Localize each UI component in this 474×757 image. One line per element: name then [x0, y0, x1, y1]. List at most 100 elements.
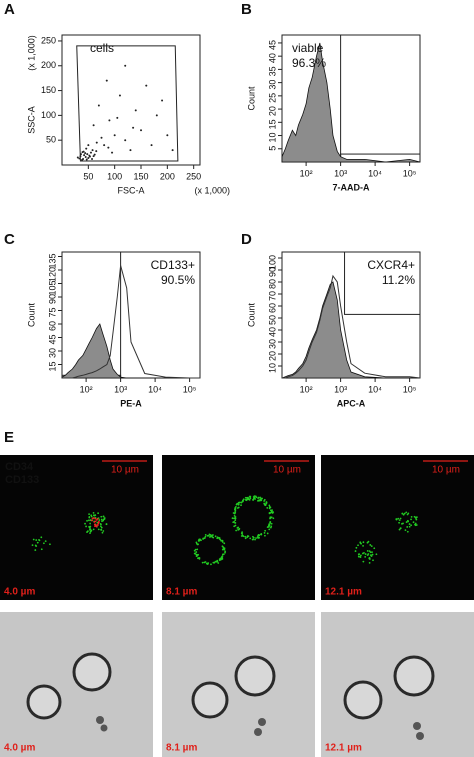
speckle-dot [99, 525, 102, 528]
point [78, 157, 81, 160]
y-tick-label: 105 [47, 281, 57, 296]
x-tick-label: 10⁴ [368, 168, 382, 178]
x-axis-title: 7-AAD-A [333, 182, 370, 192]
speckle-dot [357, 555, 360, 558]
y-tick-label: 75 [47, 308, 57, 318]
x-tick-label: 10⁵ [403, 168, 417, 178]
speckle-dot [410, 524, 413, 527]
speckle-dot [269, 516, 272, 519]
particle [96, 716, 104, 724]
x-axis-title: PE-A [120, 398, 142, 408]
image [321, 455, 474, 600]
point [140, 129, 143, 132]
speckle-dot [259, 496, 262, 499]
speckle-dot [362, 541, 365, 544]
speckle-dot [232, 521, 235, 524]
speckle-dot [249, 537, 252, 540]
y-tick-label: 135 [47, 254, 57, 269]
speckle-dot [402, 513, 405, 516]
speckle-dot [354, 550, 357, 552]
y-tick-label: 5 [267, 146, 277, 151]
speckle-dot [203, 561, 206, 564]
speckle-dot [244, 496, 247, 499]
speckle-dot [407, 520, 410, 523]
speckle-dot [254, 538, 256, 541]
speckle-dot [38, 538, 40, 541]
speckle-dot [224, 550, 227, 553]
y-tick-label: 50 [46, 135, 56, 145]
speckle-dot [100, 526, 103, 529]
speckle-dot [242, 499, 244, 502]
speckle-dot [247, 498, 250, 501]
point [81, 159, 84, 162]
speckle-dot [405, 521, 408, 523]
speckle-dot [92, 511, 95, 514]
speckle-dot [236, 502, 239, 505]
speckle-dot [368, 550, 371, 553]
x-tick-label: 100 [107, 171, 122, 181]
speckle-dot [100, 515, 103, 518]
speckle-dot [266, 532, 269, 535]
speckle-dot [34, 549, 37, 551]
x-tick-label: 10² [300, 168, 313, 178]
speckle-dot [204, 535, 207, 538]
scale-bar-label: 10 µm [273, 465, 301, 476]
speckle-dot [49, 543, 51, 546]
speckle-dot [359, 541, 362, 544]
speckle-dot [410, 518, 412, 521]
point [97, 104, 100, 107]
channel-label: CD34 [5, 461, 34, 473]
panel-label: D [241, 231, 252, 248]
annotation: viable [292, 41, 324, 55]
depth-label: 8.1 µm [166, 587, 197, 598]
speckle-dot [233, 514, 236, 517]
y-axis-title: SSC-A [26, 106, 36, 134]
annotation: 96.3% [292, 56, 326, 70]
speckle-dot [32, 538, 35, 541]
point [88, 155, 91, 158]
speckle-dot [97, 512, 100, 515]
chart: A 50 100 150 200 250 50 100 150 200 250 FSC-A (x 1,0… [4, 1, 230, 195]
speckle-dot [40, 548, 43, 551]
speckle-dot [415, 518, 418, 521]
y-tick-label: 30 [267, 80, 277, 90]
speckle-dot [263, 503, 266, 505]
speckle-dot [370, 545, 373, 547]
point [84, 156, 87, 159]
speckle-dot [235, 529, 238, 532]
annotation: CXCR4+ [367, 258, 415, 272]
point [83, 154, 86, 157]
point [150, 144, 153, 147]
point [85, 158, 88, 161]
speckle-dot [371, 553, 374, 556]
speckle-dot [244, 535, 247, 538]
gate [76, 45, 179, 162]
particle [416, 732, 424, 740]
speckle-dot [218, 537, 221, 540]
speckle-dot [90, 529, 93, 532]
particle [100, 724, 108, 732]
speckle-dot [408, 525, 411, 528]
point [95, 150, 98, 153]
particle [413, 722, 421, 730]
speckle-dot [88, 519, 90, 522]
y-tick-label: 30 [267, 339, 277, 349]
speckle-dot [402, 522, 404, 525]
y-axis-unit: (x 1,000) [26, 35, 36, 71]
y-tick-label: 90 [47, 294, 57, 304]
speckle-dot [263, 532, 266, 534]
speckle-dot [355, 546, 358, 549]
panel-label: E [4, 429, 14, 446]
speckle-dot [203, 537, 206, 540]
speckle-dot [269, 511, 272, 514]
speckle-dot [364, 553, 367, 555]
speckle-dot [257, 499, 259, 502]
point [87, 144, 90, 147]
y-tick-label: 30 [47, 348, 57, 358]
point [155, 114, 158, 117]
speckle-dot [221, 539, 224, 542]
speckle-dot [397, 517, 400, 520]
